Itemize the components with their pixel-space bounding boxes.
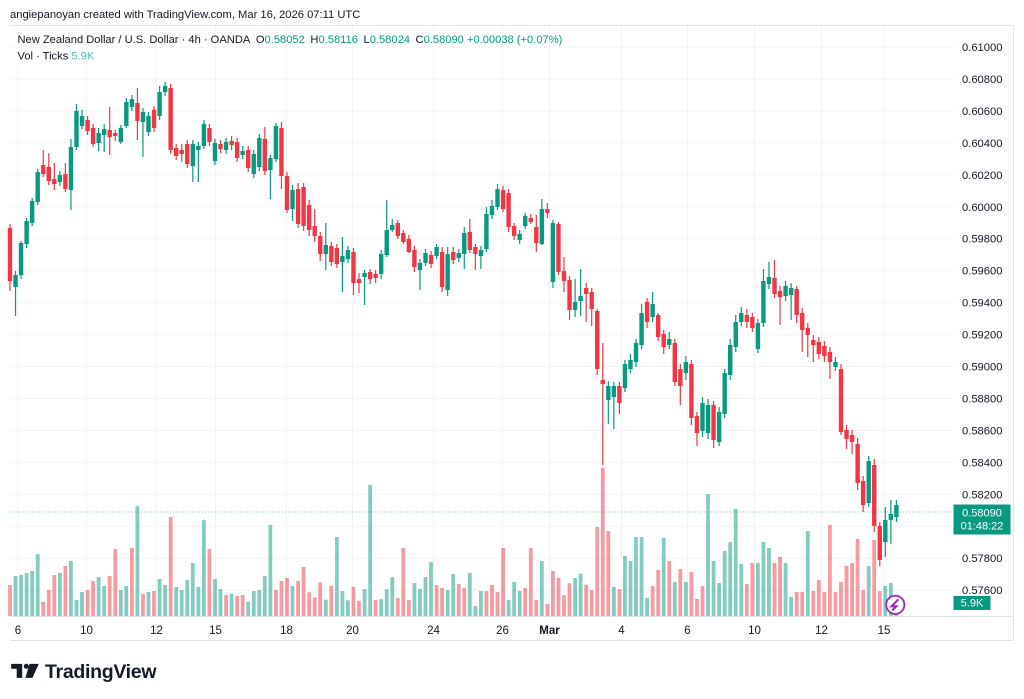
svg-text:0.58800: 0.58800 [962,393,1002,405]
svg-text:angiepanoyan created with Trad: angiepanoyan created with TradingView.co… [10,9,360,21]
svg-text:24: 24 [427,625,440,637]
svg-text:Mar: Mar [539,625,560,637]
svg-text:12: 12 [815,625,828,637]
svg-text:0.57600: 0.57600 [962,585,1002,597]
svg-text:26: 26 [496,625,509,637]
svg-text:0.59800: 0.59800 [962,234,1002,246]
svg-text:4: 4 [618,625,625,637]
svg-text:0.60200: 0.60200 [962,170,1002,182]
svg-text:0.58600: 0.58600 [962,425,1002,437]
svg-text:6: 6 [684,625,690,637]
svg-text:12: 12 [150,625,163,637]
svg-text:0.59200: 0.59200 [962,330,1002,342]
svg-text:0.60800: 0.60800 [962,74,1002,86]
svg-text:18: 18 [280,625,293,637]
svg-text:0.59400: 0.59400 [962,298,1002,310]
svg-text:5.9K: 5.9K [961,598,984,610]
svg-text:TradingView: TradingView [45,661,157,683]
svg-text:10: 10 [80,625,93,637]
svg-text:0.59000: 0.59000 [962,362,1002,374]
svg-text:6: 6 [15,625,21,637]
svg-text:01:48:22: 01:48:22 [961,521,1004,533]
svg-text:20: 20 [346,625,359,637]
svg-text:New Zealand Dollar / U.S. Doll: New Zealand Dollar / U.S. Dollar · 4h · … [18,34,563,46]
svg-text:0.60400: 0.60400 [962,138,1002,150]
svg-text:0.58400: 0.58400 [962,457,1002,469]
svg-text:Vol · Ticks 5.9K: Vol · Ticks 5.9K [18,51,95,63]
svg-text:0.60600: 0.60600 [962,106,1002,118]
svg-text:10: 10 [748,625,761,637]
svg-text:0.61000: 0.61000 [962,42,1002,54]
svg-text:0.57800: 0.57800 [962,553,1002,565]
svg-text:15: 15 [209,625,222,637]
svg-text:0.60000: 0.60000 [962,202,1002,214]
svg-text:15: 15 [878,625,891,637]
svg-text:0.59600: 0.59600 [962,266,1002,278]
svg-text:0.58090: 0.58090 [962,508,1002,520]
svg-text:0.58200: 0.58200 [962,489,1002,501]
